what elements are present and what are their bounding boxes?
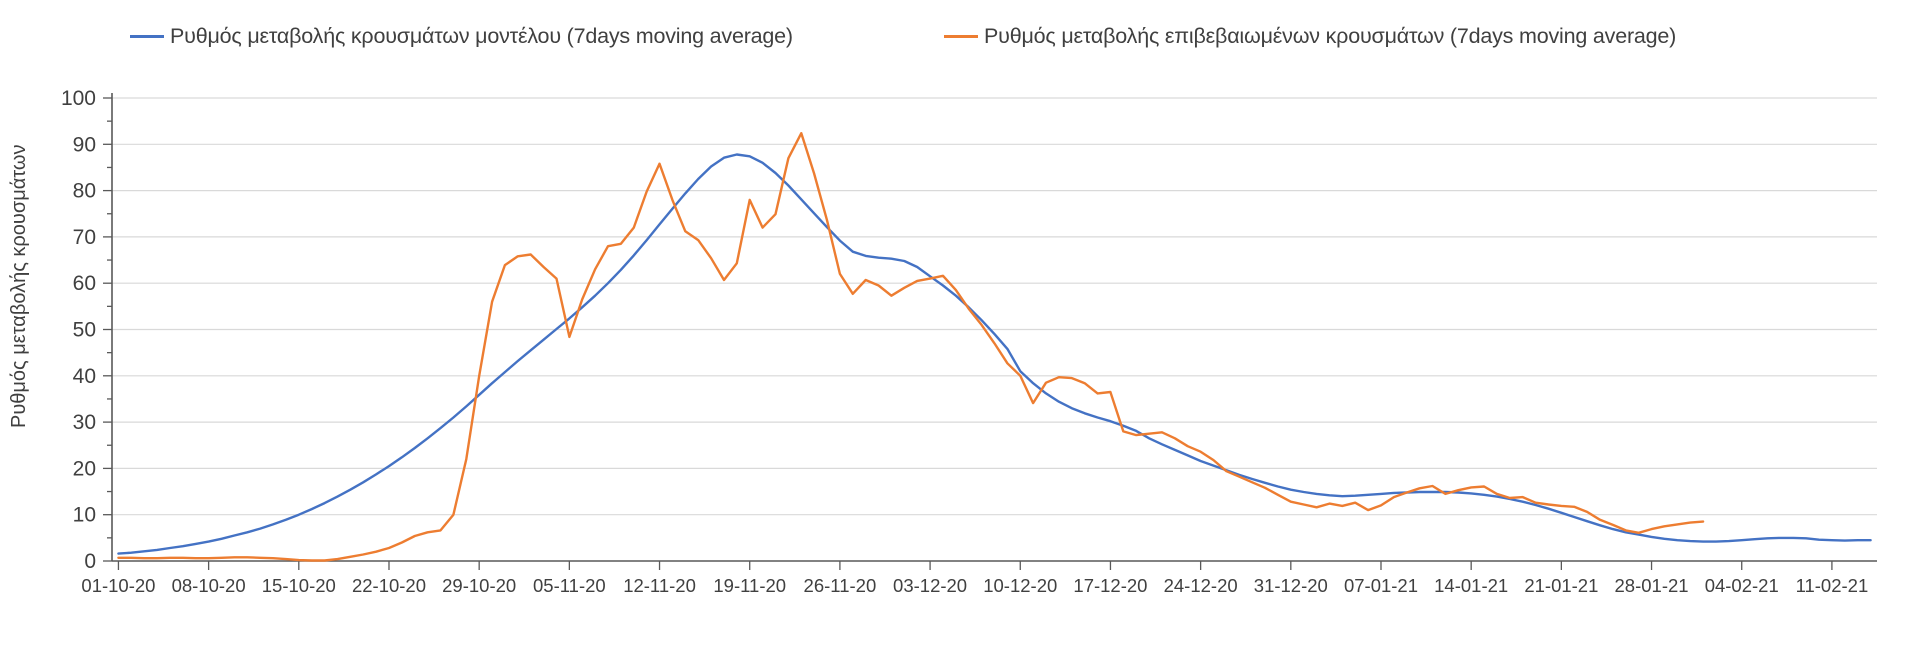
x-tick-label-24-12-20: 24-12-20 <box>1164 575 1238 596</box>
confirmed-series-line <box>117 131 1705 562</box>
x-tick-label-31-12-20: 31-12-20 <box>1254 575 1328 596</box>
x-tick-label-28-01-21: 28-01-21 <box>1615 575 1689 596</box>
x-tick-label-01-10-20: 01-10-20 <box>81 575 155 596</box>
y-tick-label-90: 90 <box>73 133 96 156</box>
y-tick-label-40: 40 <box>73 365 96 388</box>
x-tick-label-22-10-20: 22-10-20 <box>352 575 426 596</box>
x-tick-label-26-11-20: 26-11-20 <box>804 575 877 596</box>
x-tick-label-05-11-20: 05-11-20 <box>533 575 606 596</box>
x-tick-label-11-02-21: 11-02-21 <box>1796 575 1869 596</box>
y-tick-label-30: 30 <box>73 411 96 434</box>
y-tick-label-50: 50 <box>73 319 96 342</box>
y-tick-label-80: 80 <box>73 180 96 203</box>
x-tick-label-12-11-20: 12-11-20 <box>623 575 696 596</box>
x-tick-label-29-10-20: 29-10-20 <box>442 575 516 596</box>
x-tick-label-08-10-20: 08-10-20 <box>172 575 246 596</box>
legend-line-marker-confirmed <box>944 35 978 38</box>
x-tick-label-19-11-20: 19-11-20 <box>713 575 786 596</box>
y-tick-label-10: 10 <box>73 504 96 527</box>
y-tick-label-60: 60 <box>73 272 96 295</box>
model-series-line <box>117 153 1872 555</box>
x-tick-label-21-01-21: 21-01-21 <box>1524 575 1598 596</box>
x-tick-label-07-01-21: 07-01-21 <box>1344 575 1418 596</box>
legend-line-marker-model <box>130 35 164 38</box>
y-tick-label-20: 20 <box>73 457 96 480</box>
x-tick-label-17-12-20: 17-12-20 <box>1073 575 1147 596</box>
x-tick-label-03-12-20: 03-12-20 <box>893 575 967 596</box>
x-tick-label-10-12-20: 10-12-20 <box>983 575 1057 596</box>
y-tick-label-0: 0 <box>84 550 96 573</box>
x-tick-label-14-01-21: 14-01-21 <box>1434 575 1508 596</box>
legend-label-model: Ρυθμός μεταβολής κρουσμάτων μοντέλου (7d… <box>170 24 793 48</box>
y-tick-label-100: 100 <box>61 87 96 110</box>
y-tick-label-70: 70 <box>73 226 96 249</box>
legend-label-confirmed: Ρυθμός μεταβολής επιβεβαιωμένων κρουσμάτ… <box>984 24 1677 48</box>
chart-legend: Ρυθμός μεταβολής κρουσμάτων μοντέλου (7d… <box>0 0 1920 52</box>
legend-item-model: Ρυθμός μεταβολής κρουσμάτων μοντέλου (7d… <box>130 24 793 49</box>
legend-item-confirmed: Ρυθμός μεταβολής επιβεβαιωμένων κρουσμάτ… <box>944 24 1676 49</box>
x-tick-label-04-02-21: 04-02-21 <box>1705 575 1779 596</box>
x-tick-label-15-10-20: 15-10-20 <box>262 575 336 596</box>
